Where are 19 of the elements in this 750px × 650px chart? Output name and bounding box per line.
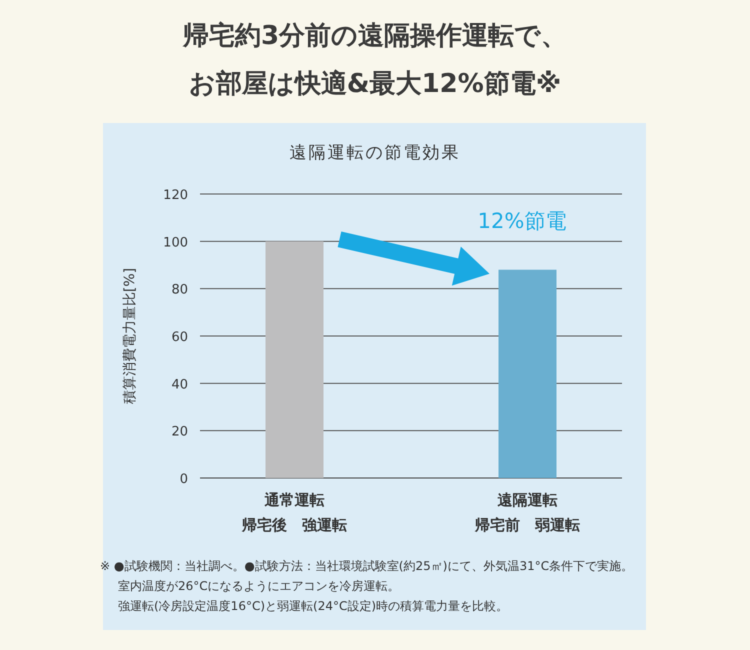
- x-tick-label: 遠隔運転: [496, 491, 558, 509]
- annotation: 12%節電: [478, 209, 566, 233]
- y-tick-label: 20: [171, 424, 188, 440]
- text: 帰宅後 強運転: [241, 516, 347, 534]
- y-tick-label: 100: [163, 235, 188, 250]
- x-tick-label: 通常運転: [264, 491, 324, 509]
- y-tick-label: 120: [163, 188, 188, 203]
- y-tick-label: 60: [171, 330, 188, 345]
- text: 帰宅前 弱運転: [474, 516, 580, 534]
- text: 室内温度が26°Cになるようにエアコンを冷房運転。: [118, 579, 400, 593]
- y-tick-label: 80: [171, 282, 188, 298]
- text: 遠隔運転の節電効果: [290, 143, 460, 163]
- y-axis-title: 積算消費電力量比[%]: [122, 268, 138, 404]
- text: ※ ●試験機関：当社調べ。●試験方法：当社環境試験室(約25㎡)にて、外気温31°C条件下で実施。: [100, 559, 634, 573]
- y-tick-label: 0: [180, 472, 188, 487]
- y-tick-label: 40: [171, 377, 188, 392]
- chart-subtitle: お部屋は快適&最大12%節電※: [188, 69, 562, 99]
- chart-title: 帰宅約3分前の遠隔操作運転で、: [182, 21, 568, 51]
- text: 強運転(冷房設定温度16°C)と弱運転(24°C設定)時の積算電力量を比較。: [118, 599, 508, 613]
